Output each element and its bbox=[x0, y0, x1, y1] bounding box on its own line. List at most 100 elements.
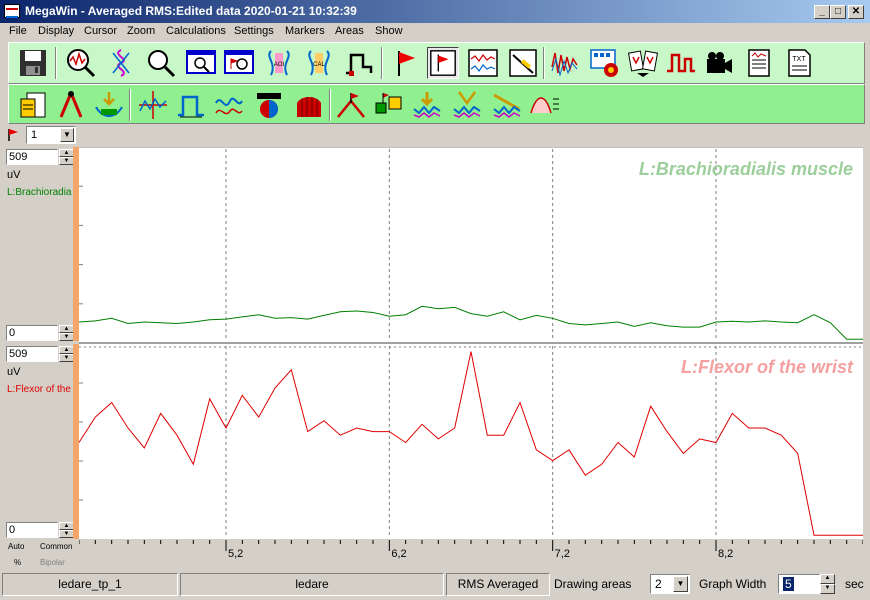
window-title: MegaWin - Averaged RMS:Edited data 2020-… bbox=[25, 4, 357, 18]
menu-zoom[interactable]: Zoom bbox=[127, 25, 156, 37]
menu-areas[interactable]: Areas bbox=[335, 25, 364, 37]
scissors-wave-icon[interactable] bbox=[451, 89, 483, 121]
status-mode: RMS Averaged bbox=[446, 573, 550, 596]
chevron-down-icon[interactable]: ▼ bbox=[673, 576, 688, 592]
bar-envelope-icon[interactable] bbox=[293, 89, 325, 121]
spin-up-icon[interactable]: ▲ bbox=[59, 149, 74, 157]
marker-number-select[interactable]: 1 ▼ bbox=[26, 126, 76, 144]
app-icon[interactable] bbox=[4, 4, 20, 18]
mountain-flag-icon[interactable] bbox=[335, 89, 367, 121]
wave-icon[interactable] bbox=[213, 89, 245, 121]
svg-text:AOI: AOI bbox=[274, 62, 285, 68]
cards-icon[interactable] bbox=[627, 47, 659, 79]
spin-down-icon[interactable]: ▼ bbox=[59, 157, 74, 165]
channel-2-color-strip bbox=[73, 344, 79, 539]
percent-button[interactable]: % bbox=[14, 558, 22, 567]
document-report-icon[interactable] bbox=[17, 89, 49, 121]
main-toolbar: AOI CAL bbox=[8, 42, 865, 84]
menu-file[interactable]: File bbox=[9, 25, 27, 37]
ruler-icon[interactable] bbox=[507, 47, 539, 79]
svg-text:TXT: TXT bbox=[792, 56, 806, 63]
spin-down-icon[interactable]: ▼ bbox=[59, 354, 74, 362]
auto-scale-button[interactable]: Auto bbox=[8, 542, 25, 551]
down-arrow-wave-icon[interactable] bbox=[411, 89, 443, 121]
channel-1-min-spinner[interactable]: 0 ▲ ▼ bbox=[6, 325, 74, 341]
status-bar: ledare_tp_1 ledare RMS Averaged Drawing … bbox=[0, 572, 870, 598]
curve-table-icon[interactable] bbox=[529, 89, 561, 121]
marker-flag-icon[interactable] bbox=[6, 128, 20, 142]
calc-icon[interactable]: CAL bbox=[303, 47, 335, 79]
channel-2-panel: 509 ▲ ▼ uV L:Flexor of the 0 ▲ ▼ bbox=[4, 344, 74, 539]
zoom-window-icon[interactable] bbox=[185, 47, 217, 79]
magnifier-icon[interactable] bbox=[145, 47, 177, 79]
crosshair-icon[interactable] bbox=[137, 89, 169, 121]
square-wave-icon[interactable] bbox=[665, 47, 697, 79]
chevron-down-icon[interactable]: ▼ bbox=[60, 128, 74, 142]
channel-1-unit: uV bbox=[7, 169, 21, 181]
common-scale-button[interactable]: Common bbox=[40, 542, 73, 551]
spin-up-icon[interactable]: ▲ bbox=[59, 346, 74, 354]
graph-width-label: Graph Width bbox=[699, 577, 767, 591]
close-button[interactable]: ✕ bbox=[848, 5, 864, 19]
emg-raw-icon[interactable] bbox=[549, 47, 581, 79]
graph-width-unit: sec bbox=[845, 577, 864, 591]
aoi-icon[interactable]: AOI bbox=[263, 47, 295, 79]
channel-2-name: L:Flexor of the bbox=[7, 384, 71, 395]
series-brachioradialis-line bbox=[79, 305, 863, 340]
bipolar-button[interactable]: Bipolar bbox=[40, 558, 65, 567]
series-flexor-line bbox=[79, 351, 863, 536]
spin-up-icon[interactable]: ▲ bbox=[59, 325, 74, 333]
minimize-button[interactable]: _ bbox=[814, 5, 830, 19]
spin-down-icon[interactable]: ▼ bbox=[59, 530, 74, 538]
drawing-areas-select[interactable]: 2 ▼ bbox=[650, 574, 690, 594]
maximize-button[interactable]: □ bbox=[830, 5, 846, 19]
menu-markers[interactable]: Markers bbox=[285, 25, 325, 37]
spin-down-icon[interactable]: ▼ bbox=[820, 584, 835, 594]
flag-boxes-icon[interactable] bbox=[373, 89, 405, 121]
multi-panel-icon[interactable] bbox=[589, 47, 621, 79]
marker-flag-icon[interactable] bbox=[389, 47, 421, 79]
ball-icon[interactable] bbox=[253, 89, 285, 121]
zoom-signal-icon[interactable] bbox=[65, 47, 97, 79]
title-bar[interactable]: MegaWin - Averaged RMS:Edited data 2020-… bbox=[0, 0, 870, 23]
channel-1-max-input[interactable]: 509 bbox=[6, 149, 58, 165]
marker-row: 1 ▼ bbox=[0, 125, 870, 145]
signal-window-icon[interactable] bbox=[467, 47, 499, 79]
channel-2-min-input[interactable]: 0 bbox=[6, 522, 58, 538]
graph-width-input[interactable]: 5 bbox=[778, 574, 820, 594]
spectrum-icon[interactable] bbox=[105, 47, 137, 79]
rectangle-pulse-icon[interactable] bbox=[175, 89, 207, 121]
svg-text:CAL: CAL bbox=[313, 62, 325, 68]
video-camera-icon[interactable] bbox=[703, 47, 735, 79]
channel-1-min-input[interactable]: 0 bbox=[6, 325, 58, 341]
channel-2-min-spinner[interactable]: 0 ▲ ▼ bbox=[6, 522, 74, 538]
spin-down-icon[interactable]: ▼ bbox=[59, 333, 74, 341]
spin-up-icon[interactable]: ▲ bbox=[820, 574, 835, 584]
x-tick-label: 6,2 bbox=[391, 548, 406, 560]
spin-up-icon[interactable]: ▲ bbox=[59, 522, 74, 530]
filter-arrow-icon[interactable] bbox=[93, 89, 125, 121]
pulse-step-icon[interactable] bbox=[343, 47, 375, 79]
zoom-marker-icon[interactable] bbox=[223, 47, 255, 79]
channel-1-color-strip bbox=[73, 147, 79, 341]
x-tick-label: 5,2 bbox=[228, 548, 243, 560]
menu-show[interactable]: Show bbox=[375, 25, 403, 37]
status-file: ledare_tp_1 bbox=[2, 573, 178, 596]
channel-1-max-spinner[interactable]: 509 ▲ ▼ bbox=[6, 149, 74, 165]
channel-2-max-input[interactable]: 509 bbox=[6, 346, 58, 362]
menu-calculations[interactable]: Calculations bbox=[166, 25, 226, 37]
menu-cursor[interactable]: Cursor bbox=[84, 25, 118, 37]
menu-settings[interactable]: Settings bbox=[234, 25, 274, 37]
drawing-areas-label: Drawing areas bbox=[554, 577, 632, 591]
compass-icon[interactable] bbox=[55, 89, 87, 121]
txt-export-icon[interactable]: TXT bbox=[783, 47, 815, 79]
channel-1-graph-title: L:Brachioradialis muscle bbox=[639, 159, 853, 179]
flag-window-icon[interactable] bbox=[427, 47, 459, 79]
channel-2-max-spinner[interactable]: 509 ▲ ▼ bbox=[6, 346, 74, 362]
save-icon[interactable] bbox=[17, 47, 49, 79]
report-icon[interactable] bbox=[743, 47, 775, 79]
menu-display[interactable]: Display bbox=[38, 25, 75, 37]
tools-wave-icon[interactable] bbox=[491, 89, 523, 121]
emg-graph[interactable]: L:Brachioradialis muscle L:Flexor of the… bbox=[79, 147, 863, 567]
